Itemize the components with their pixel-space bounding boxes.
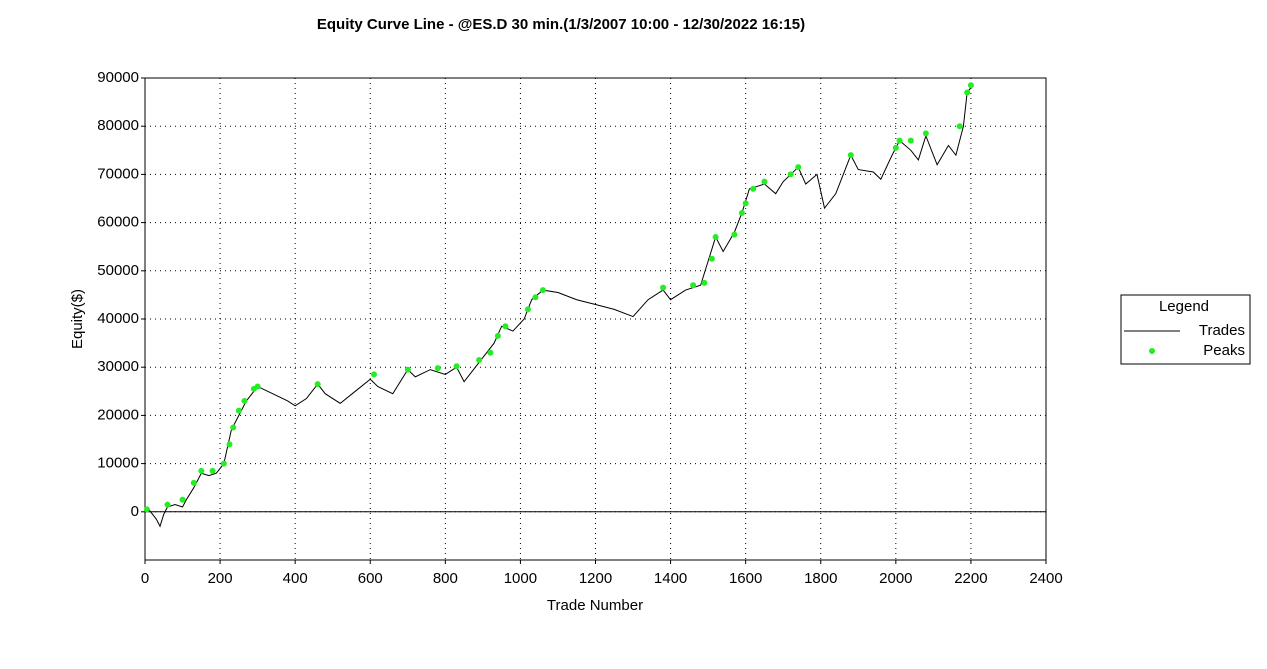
x-tick-label: 1000 (504, 570, 537, 587)
peak-point (690, 282, 697, 289)
y-tick-label: 20000 (97, 406, 139, 423)
y-tick-label: 40000 (97, 310, 139, 327)
peak-point (209, 467, 216, 474)
peak-point (907, 137, 914, 144)
y-tick-label: 90000 (97, 69, 139, 86)
peak-point (314, 381, 321, 388)
y-axis-label: Equity($) (69, 289, 86, 349)
peak-point (404, 366, 411, 373)
peak-point (494, 332, 501, 339)
x-axis-label: Trade Number (547, 597, 643, 614)
legend-label: Trades (1199, 322, 1245, 339)
x-tick-label: 1400 (654, 570, 687, 587)
peak-point (241, 397, 248, 404)
y-tick-label: 70000 (97, 165, 139, 182)
y-tick-label: 30000 (97, 358, 139, 375)
peak-point (712, 234, 719, 241)
peak-point (787, 171, 794, 178)
peak-point (967, 82, 974, 89)
y-tick-label: 50000 (97, 262, 139, 279)
legend-box (1120, 294, 1251, 365)
peak-point (660, 284, 667, 291)
peak-point (708, 255, 715, 262)
x-tick-label: 0 (141, 570, 149, 587)
y-tick-label: 60000 (97, 214, 139, 231)
peak-point (179, 496, 186, 503)
x-tick-label: 1200 (579, 570, 612, 587)
peak-point (964, 89, 971, 96)
y-tick-label: 10000 (97, 455, 139, 472)
peak-point (198, 467, 205, 474)
peak-point (761, 178, 768, 185)
peak-point (896, 137, 903, 144)
x-tick-label: 400 (283, 570, 308, 587)
peak-point (956, 123, 963, 130)
chart-title: Equity Curve Line - @ES.D 30 min.(1/3/20… (317, 16, 805, 33)
peak-point (502, 323, 509, 330)
peak-point (226, 441, 233, 448)
peak-point (190, 479, 197, 486)
x-tick-label: 2200 (954, 570, 987, 587)
legend-title: Legend (1159, 298, 1209, 315)
peak-point (731, 231, 738, 238)
peak-point (476, 356, 483, 363)
x-tick-label: 200 (208, 570, 233, 587)
peak-point (742, 200, 749, 207)
x-tick-label: 600 (358, 570, 383, 587)
peak-point (701, 279, 708, 286)
x-tick-label: 2000 (879, 570, 912, 587)
peak-point (230, 424, 237, 431)
peak-point (487, 349, 494, 356)
x-tick-label: 1800 (804, 570, 837, 587)
legend-label: Peaks (1203, 342, 1245, 359)
peak-point (453, 363, 460, 370)
peak-point (434, 365, 441, 372)
peak-point (738, 209, 745, 216)
peak-point (539, 287, 546, 294)
peak-point (371, 371, 378, 378)
x-tick-label: 2400 (1029, 570, 1062, 587)
peak-point (254, 383, 261, 390)
peak-point (795, 164, 802, 171)
peak-point (750, 185, 757, 192)
y-tick-label: 80000 (97, 117, 139, 134)
y-tick-label: 0 (131, 503, 139, 520)
x-tick-label: 1600 (729, 570, 762, 587)
peak-point (524, 306, 531, 313)
peak-point (532, 294, 539, 301)
peak-point (922, 130, 929, 137)
peak-point (235, 407, 242, 414)
peak-point (892, 144, 899, 151)
peak-point (220, 460, 227, 467)
peak-point (143, 506, 150, 513)
peak-point (164, 501, 171, 508)
x-tick-label: 800 (433, 570, 458, 587)
peak-point (847, 152, 854, 159)
legend-swatch (1149, 348, 1155, 354)
